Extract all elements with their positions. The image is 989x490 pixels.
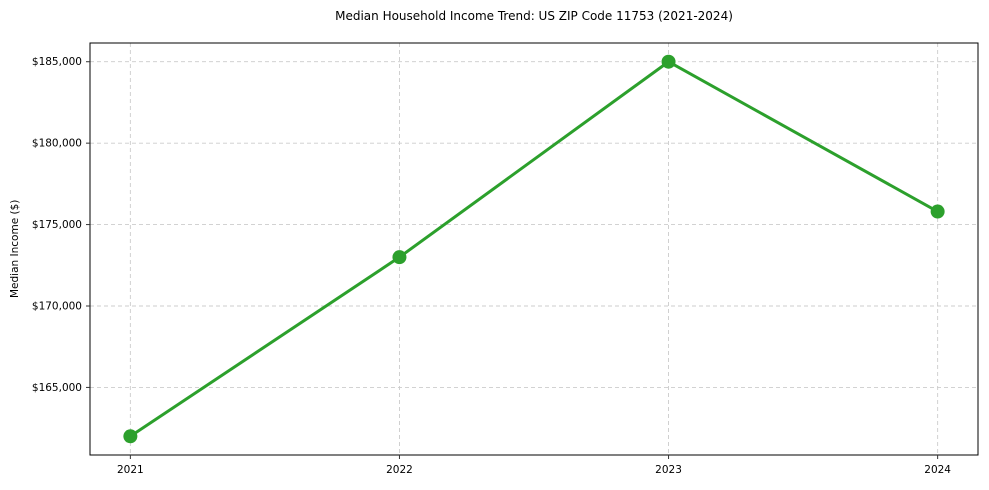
data-point-marker (930, 204, 945, 219)
chart-title: Median Household Income Trend: US ZIP Co… (335, 9, 733, 23)
data-point-marker (661, 54, 676, 69)
plot-border (89, 42, 979, 456)
y-tick-label: $185,000 (32, 56, 82, 68)
y-tick-label: $180,000 (32, 138, 82, 150)
data-point-marker (123, 429, 138, 444)
x-tick-label: 2023 (655, 464, 682, 476)
x-tick-label: 2024 (924, 464, 951, 476)
series-line (128, 60, 940, 438)
y-axis-label: Median Income ($) (9, 199, 21, 299)
y-tick-label: $165,000 (32, 382, 82, 394)
x-tick-label: 2021 (117, 464, 144, 476)
y-tick-label: $170,000 (32, 300, 82, 312)
y-tick-label: $175,000 (32, 219, 82, 231)
data-point-marker (392, 250, 407, 265)
x-tick-label: 2022 (386, 464, 413, 476)
